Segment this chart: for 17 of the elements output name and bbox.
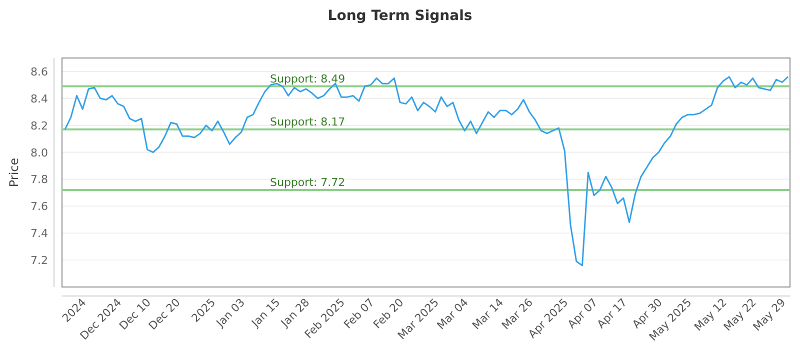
y-tick-label: 7.6 <box>30 200 48 214</box>
y-tick-label: 7.4 <box>30 227 48 240</box>
line-series <box>64 76 789 266</box>
y-tick-label: 7.8 <box>30 173 48 186</box>
chart-title: Long Term Signals <box>328 8 472 24</box>
y-tick-label: 8.6 <box>30 65 48 78</box>
ref-line-label: Support: 8.17 <box>270 115 346 128</box>
y-tick-label: 8.4 <box>30 92 48 106</box>
ref-line-label: Support: 8.49 <box>270 72 346 86</box>
x-tick-label: Apr 17 <box>594 296 630 331</box>
y-tick-label: 7.2 <box>30 254 48 268</box>
y-axis-title: Price <box>7 158 21 188</box>
y-tick-label: 8.0 <box>30 146 48 160</box>
x-tick-label: Jan 03 <box>213 296 248 330</box>
ref-line-label: Support: 7.72 <box>270 176 346 190</box>
x-tick-label: Jan 15 <box>248 296 283 330</box>
y-tick-label: 8.2 <box>30 119 48 132</box>
